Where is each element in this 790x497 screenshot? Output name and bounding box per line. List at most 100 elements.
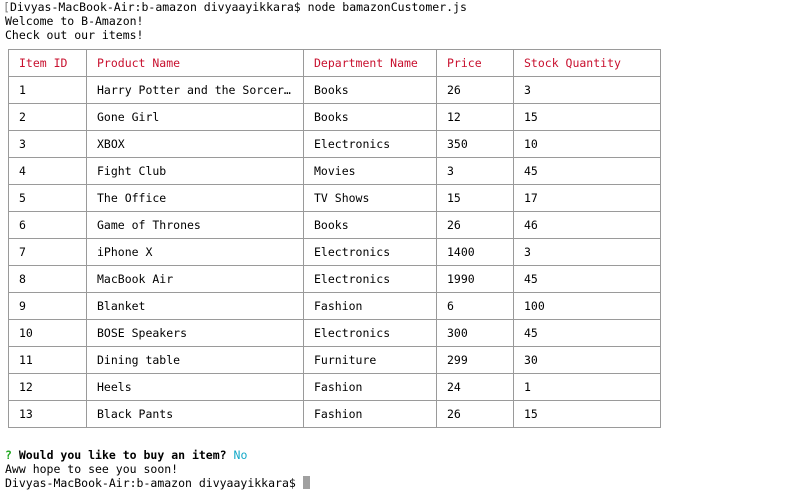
table-row: 6 Game of Thrones Books 26 46 <box>8 211 661 239</box>
header-item-id: Item ID <box>8 49 87 77</box>
cell-stock-quantity: 100 <box>513 292 661 320</box>
cell-stock-quantity: 3 <box>513 76 661 104</box>
table-body: 1 Harry Potter and the Sorcer… Books 26 3 2 Go… <box>8 76 661 428</box>
cell-product-name: Fight Club <box>86 157 304 185</box>
cell-department-name: Books <box>303 103 437 131</box>
header-product-name: Product Name <box>86 49 304 77</box>
table-row: 11 Dining table Furniture 299 30 <box>8 346 661 374</box>
cell-department-name: Electronics <box>303 319 437 347</box>
table-row: 1 Harry Potter and the Sorcer… Books 26 3 <box>8 76 661 104</box>
cell-stock-quantity: 3 <box>513 238 661 266</box>
cell-item-id: 2 <box>8 103 87 131</box>
cell-item-id: 13 <box>8 400 87 428</box>
cell-price: 6 <box>436 292 514 320</box>
cell-item-id: 12 <box>8 373 87 401</box>
cell-item-id: 9 <box>8 292 87 320</box>
cell-stock-quantity: 45 <box>513 319 661 347</box>
cell-product-name: Game of Thrones <box>86 211 304 239</box>
cell-price: 3 <box>436 157 514 185</box>
cell-stock-quantity: 30 <box>513 346 661 374</box>
header-department-name: Department Name <box>303 49 437 77</box>
cell-department-name: Electronics <box>303 265 437 293</box>
cell-product-name: The Office <box>86 184 304 212</box>
cell-department-name: Books <box>303 211 437 239</box>
cell-price: 1990 <box>436 265 514 293</box>
table-row: 4 Fight Club Movies 3 45 <box>8 157 661 185</box>
cell-department-name: Electronics <box>303 238 437 266</box>
cell-department-name: Fashion <box>303 373 437 401</box>
header-stock-quantity: Stock Quantity <box>513 49 661 77</box>
cell-stock-quantity: 17 <box>513 184 661 212</box>
cell-department-name: Movies <box>303 157 437 185</box>
cell-stock-quantity: 1 <box>513 373 661 401</box>
cell-item-id: 11 <box>8 346 87 374</box>
cell-item-id: 4 <box>8 157 87 185</box>
command-line: [Divyas-MacBook-Air:b-amazon divyaayikka… <box>3 0 467 14</box>
cell-stock-quantity: 15 <box>513 400 661 428</box>
check-out-message: Check out our items! <box>5 28 144 42</box>
question-mark: ? <box>5 448 12 462</box>
cell-product-name: iPhone X <box>86 238 304 266</box>
table-row: 9 Blanket Fashion 6 100 <box>8 292 661 320</box>
table-row: 8 MacBook Air Electronics 1990 45 <box>8 265 661 293</box>
table-row: 12 Heels Fashion 24 1 <box>8 373 661 401</box>
cell-price: 12 <box>436 103 514 131</box>
cell-department-name: Books <box>303 76 437 104</box>
final-prompt: Divyas-MacBook-Air:b-amazon divyaayikkar… <box>5 476 296 490</box>
question-line: ? Would you like to buy an item? No <box>5 448 247 462</box>
cell-price: 26 <box>436 211 514 239</box>
table-row: 5 The Office TV Shows 15 17 <box>8 184 661 212</box>
final-prompt-line[interactable]: Divyas-MacBook-Air:b-amazon divyaayikkar… <box>5 476 310 490</box>
cell-product-name: MacBook Air <box>86 265 304 293</box>
cell-item-id: 1 <box>8 76 87 104</box>
table-header-row: Item ID Product Name Department Name Pri… <box>8 49 661 77</box>
cell-stock-quantity: 46 <box>513 211 661 239</box>
items-table: Item ID Product Name Department Name Pri… <box>8 49 661 428</box>
cell-price: 299 <box>436 346 514 374</box>
cell-price: 24 <box>436 373 514 401</box>
cell-item-id: 7 <box>8 238 87 266</box>
question-answer: No <box>233 448 248 462</box>
text-cursor <box>302 476 310 489</box>
cell-stock-quantity: 45 <box>513 265 661 293</box>
table-row: 7 iPhone X Electronics 1400 3 <box>8 238 661 266</box>
line-marker: [ <box>3 0 10 14</box>
cell-price: 15 <box>436 184 514 212</box>
cell-department-name: Fashion <box>303 400 437 428</box>
cell-price: 300 <box>436 319 514 347</box>
cell-product-name: XBOX <box>86 130 304 158</box>
cell-department-name: Furniture <box>303 346 437 374</box>
cell-product-name: Gone Girl <box>86 103 304 131</box>
farewell-message: Aww hope to see you soon! <box>5 462 179 476</box>
cell-item-id: 10 <box>8 319 87 347</box>
cell-stock-quantity: 10 <box>513 130 661 158</box>
table-row: 13 Black Pants Fashion 26 15 <box>8 400 661 428</box>
cell-item-id: 3 <box>8 130 87 158</box>
cell-department-name: Fashion <box>303 292 437 320</box>
cell-item-id: 5 <box>8 184 87 212</box>
table-row: 10 BOSE Speakers Electronics 300 45 <box>8 319 661 347</box>
cell-product-name: BOSE Speakers <box>86 319 304 347</box>
cell-product-name: Heels <box>86 373 304 401</box>
header-price: Price <box>436 49 514 77</box>
cell-stock-quantity: 45 <box>513 157 661 185</box>
cell-product-name: Harry Potter and the Sorcer… <box>86 76 304 104</box>
cell-item-id: 6 <box>8 211 87 239</box>
cell-stock-quantity: 15 <box>513 103 661 131</box>
cell-product-name: Black Pants <box>86 400 304 428</box>
cell-price: 350 <box>436 130 514 158</box>
cell-product-name: Blanket <box>86 292 304 320</box>
table-row: 2 Gone Girl Books 12 15 <box>8 103 661 131</box>
cell-product-name: Dining table <box>86 346 304 374</box>
command-text: Divyas-MacBook-Air:b-amazon divyaayikkar… <box>9 0 467 14</box>
table-row: 3 XBOX Electronics 350 10 <box>8 130 661 158</box>
question-text: Would you like to buy an item? <box>18 448 227 462</box>
cell-price: 26 <box>436 76 514 104</box>
cell-department-name: Electronics <box>303 130 437 158</box>
cell-department-name: TV Shows <box>303 184 437 212</box>
cell-price: 26 <box>436 400 514 428</box>
cell-item-id: 8 <box>8 265 87 293</box>
cell-price: 1400 <box>436 238 514 266</box>
welcome-message: Welcome to B-Amazon! <box>5 14 144 28</box>
